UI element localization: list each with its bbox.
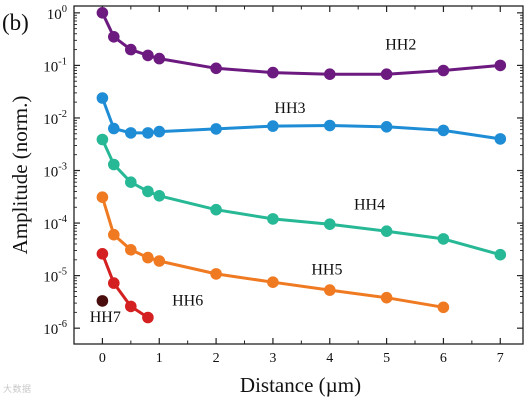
series-hh5 [96, 191, 450, 314]
data-point [267, 213, 279, 225]
y-tick-label: 100 [47, 4, 67, 23]
data-point [210, 268, 222, 280]
data-point [210, 123, 222, 135]
data-point [108, 228, 120, 241]
x-tick-label: 6 [440, 351, 447, 366]
data-point [108, 122, 120, 135]
plot-border [73, 5, 524, 345]
data-point [96, 7, 109, 19]
data-point [494, 59, 507, 72]
x-axis: 0 1 2 3 4 5 6 7 [99, 6, 504, 366]
data-point [142, 311, 154, 324]
data-point [494, 133, 507, 145]
series-layer [96, 7, 507, 324]
data-point [96, 191, 109, 203]
data-point [125, 127, 137, 139]
panel-label-text: (b) [2, 10, 29, 35]
y-tick-label: 10-5 [43, 267, 67, 286]
data-point [125, 244, 137, 256]
series-line [101, 253, 149, 319]
plot-frame [73, 5, 524, 345]
data-point [210, 62, 222, 75]
y-tick-label: 10-6 [43, 319, 67, 338]
data-point [96, 133, 109, 146]
data-point [108, 158, 120, 171]
data-point [108, 31, 120, 43]
x-tick-label: 7 [497, 351, 504, 366]
series-line [100, 196, 444, 309]
data-point [267, 66, 279, 79]
data-point [437, 64, 450, 77]
data-point [108, 277, 120, 289]
x-axis-title: Distance (µm) [240, 373, 361, 397]
x-tick-label: 1 [156, 351, 163, 366]
data-point [380, 291, 393, 304]
data-point [437, 233, 450, 245]
y-tick-label: 10-3 [43, 162, 67, 181]
series-label-hh7: HH7 [90, 309, 121, 326]
x-tick-label: 3 [269, 351, 276, 366]
data-point [437, 124, 450, 137]
data-point [96, 92, 109, 104]
series-hh3 [96, 92, 507, 145]
data-point [153, 190, 166, 202]
data-point [153, 255, 166, 267]
y-tick-label: 10-2 [43, 109, 67, 128]
data-point [142, 127, 154, 139]
data-point [142, 49, 154, 62]
x-tick-label: 5 [383, 351, 390, 366]
data-point [125, 43, 137, 56]
series-hh7 [96, 295, 109, 307]
data-point [324, 218, 336, 230]
x-tick-label: 4 [326, 351, 333, 366]
y-tick-label: 10-1 [43, 56, 67, 75]
series-hh2 [96, 7, 507, 80]
data-point [324, 119, 336, 132]
data-point [267, 276, 279, 289]
series-hh6 [96, 248, 154, 324]
data-point [494, 248, 507, 261]
data-point [96, 295, 109, 307]
data-point [125, 300, 137, 313]
series-hh4 [96, 133, 507, 261]
series-label-hh5: HH5 [311, 262, 342, 279]
data-point [153, 52, 166, 65]
x-tick-label: 2 [213, 351, 220, 366]
data-point [210, 203, 222, 216]
data-point [142, 251, 154, 264]
series-label-hh6: HH6 [172, 293, 203, 310]
data-point [125, 176, 137, 188]
data-point [324, 68, 336, 80]
data-point [153, 125, 166, 138]
data-point [324, 284, 336, 296]
y-axis: 10-6 10-5 10-4 10-3 10-2 10-1 100 [43, 4, 523, 338]
series-label-hh4: HH4 [354, 197, 385, 214]
panel-label: (b) [2, 10, 29, 35]
annotation-layer: HH2 HH3 HH4 HH5 HH6 HH7 [90, 37, 417, 327]
data-point [437, 301, 450, 314]
data-point [142, 185, 154, 198]
y-axis-title: Amplitude (norm.) [8, 96, 32, 255]
data-point [380, 68, 393, 80]
series-label-hh3: HH3 [274, 100, 305, 117]
data-point [267, 120, 279, 132]
watermark-text: 大数据 [3, 385, 32, 395]
series-line [101, 12, 501, 76]
x-tick-label: 0 [99, 351, 106, 366]
data-point [380, 121, 393, 133]
data-point [96, 248, 109, 260]
axis-titles: Distance (µm) Amplitude (norm.) [8, 96, 361, 397]
series-label-hh2: HH2 [385, 37, 416, 54]
data-point [380, 225, 393, 237]
y-tick-label: 10-4 [43, 214, 67, 233]
